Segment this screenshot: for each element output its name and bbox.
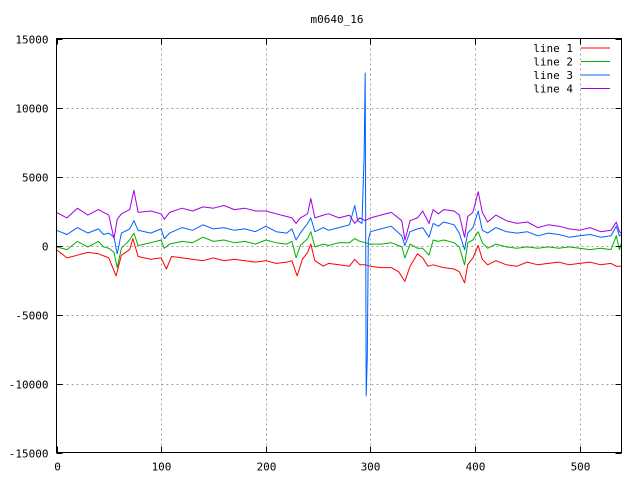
x-tick-label: 0 xyxy=(54,461,61,474)
y-tick-label: 10000 xyxy=(15,103,48,116)
x-tick-label: 200 xyxy=(257,461,277,474)
x-tick-label: 100 xyxy=(152,461,172,474)
legend-label: line 4 xyxy=(533,83,573,96)
y-tick-label: 5000 xyxy=(22,172,49,185)
series-line-1 xyxy=(56,238,622,284)
series-group xyxy=(56,72,622,397)
legend-label: line 1 xyxy=(533,42,573,55)
y-tick-label: -5000 xyxy=(15,310,48,323)
x-tick-label: 500 xyxy=(571,461,591,474)
legend-label: line 3 xyxy=(533,69,573,82)
x-tick-label: 300 xyxy=(361,461,381,474)
plot-frame xyxy=(56,38,622,453)
series-line-2 xyxy=(56,231,622,269)
grid xyxy=(56,38,622,453)
series-line-4 xyxy=(56,189,622,241)
axis-ticks: -15000 -10000 -5000 0 5000 10000 15000 0 100 200 3… xyxy=(9,34,622,474)
x-tick-label: 400 xyxy=(466,461,486,474)
series-line-3 xyxy=(56,72,622,397)
y-tick-label: -15000 xyxy=(9,448,49,461)
y-tick-label: -10000 xyxy=(9,379,49,392)
y-tick-label: 0 xyxy=(42,241,49,254)
chart-title: m0640_16 xyxy=(311,13,364,26)
y-tick-label: 15000 xyxy=(15,34,48,47)
legend-label: line 2 xyxy=(533,56,573,69)
